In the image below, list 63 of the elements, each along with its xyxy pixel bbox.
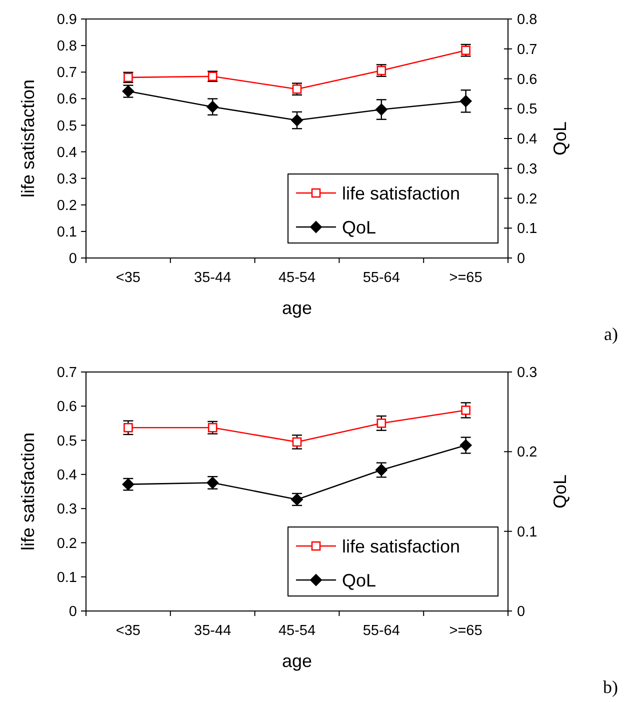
y-tick-label: 0.2 <box>56 198 77 214</box>
legend-label: QoL <box>342 217 376 238</box>
point <box>291 114 303 126</box>
x-tick-label: >=65 <box>449 270 482 286</box>
y-tick-label: 0.6 <box>56 399 77 416</box>
y2-tick-label: 0.8 <box>517 12 538 28</box>
y2-tick-label: 0.2 <box>517 444 538 461</box>
y-tick-label: 0.5 <box>56 118 77 134</box>
y-tick-label: 0 <box>68 604 77 620</box>
point <box>461 406 470 415</box>
x-tick-label: 35-44 <box>194 270 232 286</box>
y-tick-label: 0.4 <box>56 144 77 161</box>
y-tick-label: 0.7 <box>56 365 77 382</box>
y-tick-label: 0.8 <box>56 38 77 55</box>
y-tick-label: 0.4 <box>56 468 77 484</box>
legend-label: life satisfaction <box>342 536 460 556</box>
y-tick-label: 0 <box>68 251 77 268</box>
y-tick-label: 0.6 <box>56 92 77 108</box>
y2-tick-label: 0.7 <box>517 42 538 58</box>
legend-label: QoL <box>342 570 376 590</box>
y2-tick-label: 0 <box>517 251 526 268</box>
y-tick-label: 0.5 <box>56 433 77 450</box>
x-tick-label: 45-54 <box>278 270 316 286</box>
y2-tick-label: 0.6 <box>517 72 538 88</box>
y2-axis-title: QoL <box>550 121 570 156</box>
x-axis-title: age <box>282 651 312 671</box>
y2-axis-title: QoL <box>550 474 570 509</box>
y-tick-label: 0.1 <box>56 570 77 586</box>
point <box>206 100 219 113</box>
y2-tick-label: 0 <box>517 604 526 620</box>
point <box>460 95 472 108</box>
y2-tick-label: 0.3 <box>517 161 538 178</box>
y2-tick-label: 0.4 <box>517 132 538 148</box>
x-tick-label: 35-44 <box>194 623 232 639</box>
x-tick-label: <35 <box>116 623 141 639</box>
y2-tick-label: 0.2 <box>517 191 538 208</box>
y-tick-label: 0.2 <box>56 536 77 552</box>
y2-tick-label: 0.1 <box>517 221 538 238</box>
point <box>460 439 472 452</box>
y-tick-label: 0.3 <box>56 171 77 188</box>
y2-tick-label: 0.1 <box>517 524 538 540</box>
x-tick-label: >=65 <box>449 623 482 639</box>
x-axis-title: age <box>282 298 312 318</box>
y-axis-title: life satisfaction <box>18 79 38 198</box>
legend-label: life satisfaction <box>342 183 460 204</box>
y-tick-label: 0.7 <box>56 65 77 82</box>
y2-tick-label: 0.5 <box>517 102 538 118</box>
text: b) <box>603 677 618 697</box>
point <box>208 423 218 432</box>
y-tick-label: 0.1 <box>56 224 77 241</box>
x-tick-label: 55-64 <box>362 623 400 639</box>
point <box>292 437 302 447</box>
point <box>376 418 386 428</box>
y2-tick-label: 0.3 <box>517 365 538 382</box>
x-tick-label: <35 <box>116 270 141 286</box>
x-tick-label: 55-64 <box>362 270 400 286</box>
x-tick-label: 45-54 <box>278 623 316 639</box>
point <box>375 104 388 116</box>
point <box>124 423 133 432</box>
y-axis-title: life satisfaction <box>18 432 38 551</box>
y-tick-label: 0.9 <box>56 12 77 28</box>
text: a) <box>604 324 618 344</box>
y-tick-label: 0.3 <box>56 502 77 518</box>
